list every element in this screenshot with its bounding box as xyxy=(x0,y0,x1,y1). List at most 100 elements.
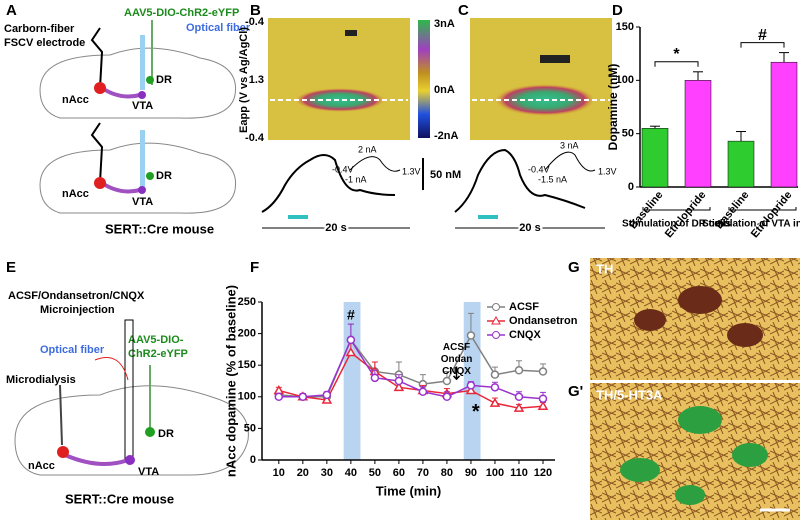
nacc xyxy=(57,446,69,458)
x-tick-label: 10 xyxy=(273,467,285,479)
series-line xyxy=(278,333,544,398)
y-tick-label: 100 xyxy=(238,391,256,403)
significance: # xyxy=(347,307,355,323)
panel-b: B Eapp (V vs Ag/AgCl) -0.4 1.3 -0.4 3nA … xyxy=(238,2,461,236)
significance: # xyxy=(758,27,767,44)
label: VTA xyxy=(132,196,153,208)
cell xyxy=(727,323,763,347)
probe xyxy=(59,384,63,446)
bar xyxy=(770,61,798,188)
label: ChR2-eYFP xyxy=(128,348,188,360)
y-tick-label: 0 xyxy=(250,454,256,466)
time-label: 20 s xyxy=(519,222,540,234)
marker xyxy=(346,335,356,345)
panel-a: A Carborn-fiber FSCV electrode AAV5-DIO-… xyxy=(4,2,251,236)
panel-label: G xyxy=(568,259,580,276)
marker xyxy=(370,373,380,383)
x-tick-label: 40 xyxy=(345,467,357,479)
inset-label: 2 nA xyxy=(358,144,377,154)
label: DR xyxy=(156,170,172,182)
marker xyxy=(274,392,284,402)
heatmap-noise xyxy=(345,30,357,36)
tick-label: 1.3 xyxy=(249,74,264,86)
cell xyxy=(675,485,705,505)
vta xyxy=(125,455,135,465)
colorbar-label: 3nA xyxy=(434,18,455,30)
marker xyxy=(393,381,405,392)
x-tick-label: 60 xyxy=(393,467,405,479)
label: Carborn-fiber xyxy=(4,23,75,35)
series-line xyxy=(278,338,544,400)
legend-marker xyxy=(492,331,500,339)
y-tick-label: 50 xyxy=(244,422,256,434)
x-tick-label: Eticlopride xyxy=(749,189,795,240)
label: Microinjection xyxy=(40,304,115,316)
panel-c: C 3 nA -0.4V -1.5 nA 1.3V 20 s xyxy=(454,2,617,236)
y-tick-label: 150 xyxy=(616,21,634,33)
inset-label: -1 nA xyxy=(345,174,367,184)
label: nAcc xyxy=(62,94,89,106)
marker xyxy=(514,366,524,375)
axis-label: Time (min) xyxy=(376,483,442,498)
brain-outline xyxy=(14,385,249,476)
marker xyxy=(394,376,404,386)
x-tick-label: 80 xyxy=(441,467,453,479)
panel-label: F xyxy=(250,259,259,276)
significance: * xyxy=(673,46,680,63)
label: nAcc xyxy=(28,460,55,472)
label: SERT::Cre mouse xyxy=(65,491,174,506)
panel-label: B xyxy=(250,2,261,19)
panel-g: G TH G' TH/5-HT3A xyxy=(568,258,800,520)
annotation: Ondan xyxy=(441,354,473,365)
group-label: Stimulation of VTA inputs xyxy=(702,219,800,230)
bracket xyxy=(728,207,797,211)
nacc xyxy=(94,82,106,94)
marker xyxy=(418,387,428,396)
y-tick-label: 250 xyxy=(238,296,256,308)
inset-label: -1.5 nA xyxy=(538,174,567,184)
label: FSCV electrode xyxy=(4,37,85,49)
panel-label: G' xyxy=(568,383,583,400)
panel-label: E xyxy=(6,259,16,276)
x-tick-label: 120 xyxy=(534,467,552,479)
marker xyxy=(489,397,501,407)
x-tick-label: 110 xyxy=(510,467,528,479)
shaded-span xyxy=(463,302,481,460)
label: Optical fiber xyxy=(186,22,251,34)
cell xyxy=(634,309,666,331)
axis-label: Eapp (V vs Ag/AgCl) xyxy=(238,27,250,133)
cell xyxy=(678,406,722,434)
marker xyxy=(442,376,452,386)
axis-label: Dopamine (nM) xyxy=(606,64,620,151)
legend-marker xyxy=(492,303,500,311)
dr xyxy=(146,172,154,180)
annotation: ACSF xyxy=(443,342,470,353)
label: VTA xyxy=(132,100,153,112)
significance: * xyxy=(472,401,480,423)
group-label: Stimulation of DR cells xyxy=(622,219,731,230)
x-tick-label: 90 xyxy=(465,467,477,479)
marker xyxy=(466,381,476,390)
heatmap xyxy=(470,18,612,140)
vta xyxy=(138,186,146,194)
heatmap-signal xyxy=(295,88,385,112)
marker xyxy=(513,402,525,412)
x-tick-label: 70 xyxy=(417,467,429,479)
time-label: 20 s xyxy=(325,222,346,234)
axis-label: nAcc dopamine (% of baseline) xyxy=(223,285,238,477)
panel-label: C xyxy=(458,2,469,19)
marker xyxy=(466,331,476,340)
dr xyxy=(146,76,154,84)
trace xyxy=(454,148,586,213)
panel-e: E ACSF/Ondansetron/CNQX Microinjection A… xyxy=(6,259,249,506)
electrode xyxy=(90,27,104,183)
tick-label: -0.4 xyxy=(245,132,265,144)
stain-label: TH/5-HT3A xyxy=(596,387,663,402)
cell xyxy=(678,286,722,314)
bar xyxy=(727,140,755,188)
heatmap-noise xyxy=(540,55,570,63)
label: AAV5-DIO- xyxy=(128,334,184,346)
inset-label: 1.3V xyxy=(598,166,617,176)
nacc xyxy=(94,177,106,189)
